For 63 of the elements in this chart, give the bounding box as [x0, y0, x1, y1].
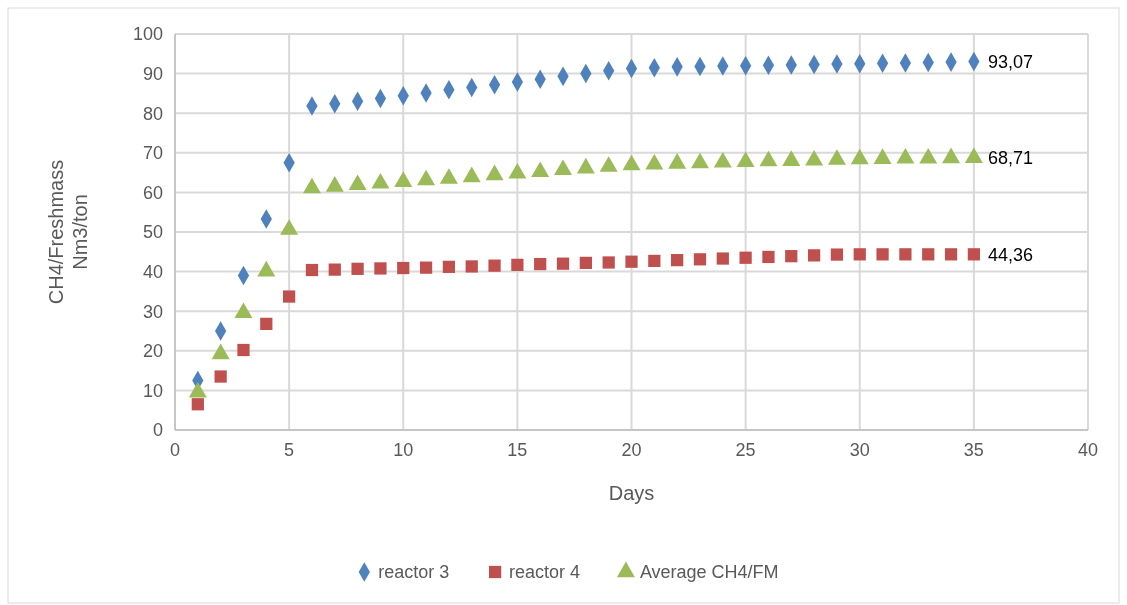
- point: [625, 255, 638, 268]
- x-tick-label: 40: [1077, 440, 1099, 460]
- point: [305, 263, 319, 277]
- x-tick-label: 35: [963, 440, 984, 460]
- data-label: 68,71: [987, 148, 1033, 169]
- point: [260, 317, 273, 330]
- y-axis-title: CH4/Freshmass Nm3/ton: [45, 159, 91, 305]
- point: [693, 253, 707, 266]
- point: [853, 248, 866, 261]
- point: [830, 248, 844, 261]
- point: [237, 343, 250, 357]
- point: [511, 258, 524, 271]
- point: [739, 251, 752, 264]
- y-tick-label: 30: [142, 301, 163, 322]
- point: [534, 257, 547, 271]
- x-tick-label: 10: [393, 440, 414, 460]
- y-tick-label: 10: [142, 380, 163, 401]
- y-tick-label: 100: [132, 24, 163, 45]
- point: [191, 398, 204, 411]
- x-tick-label: 30: [849, 440, 870, 460]
- point: [351, 262, 364, 275]
- y-tick-label: 80: [142, 103, 163, 124]
- point: [602, 256, 615, 269]
- y-tick-label: 70: [142, 143, 163, 164]
- point: [648, 254, 661, 268]
- point: [374, 262, 387, 275]
- point: [419, 261, 433, 274]
- legend-label: reactor 4: [509, 562, 581, 583]
- point: [283, 290, 296, 303]
- data-label: 44,36: [987, 244, 1033, 265]
- y-tick-label: 60: [142, 182, 163, 203]
- data-label: 93,07: [987, 51, 1033, 72]
- point: [442, 260, 456, 273]
- point: [762, 250, 775, 264]
- point: [465, 260, 478, 273]
- point: [716, 252, 729, 265]
- point: [579, 256, 592, 270]
- point: [899, 248, 912, 261]
- point: [488, 259, 501, 272]
- point: [807, 249, 821, 262]
- point: [922, 248, 935, 261]
- point: [967, 248, 980, 261]
- y-tick-label: 40: [142, 261, 163, 282]
- point: [785, 250, 798, 263]
- legend-label: Average CH4/FM: [639, 562, 779, 583]
- legend-label: reactor 3: [378, 562, 450, 583]
- x-tick-label: 5: [284, 440, 295, 460]
- point: [876, 248, 889, 261]
- x-tick-label: 20: [621, 440, 642, 460]
- point: [397, 261, 410, 275]
- x-axis-title: Days: [608, 482, 655, 504]
- point: [214, 370, 227, 383]
- y-tick-label: 0: [152, 420, 163, 441]
- point: [944, 248, 958, 261]
- y-tick-label: 50: [142, 222, 163, 243]
- x-tick-label: 25: [735, 440, 756, 460]
- x-tick-label: 0: [169, 440, 181, 460]
- x-tick-label: 15: [507, 440, 528, 460]
- point: [328, 263, 341, 276]
- point: [556, 257, 570, 270]
- y-tick-label: 90: [142, 63, 163, 84]
- y-tick-label: 20: [142, 341, 163, 362]
- point: [671, 253, 684, 267]
